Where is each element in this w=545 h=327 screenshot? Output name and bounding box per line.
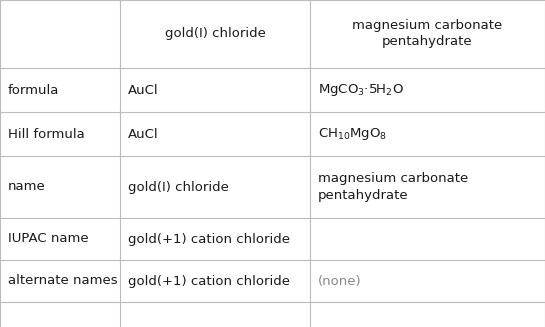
Text: formula: formula bbox=[8, 83, 59, 96]
Text: gold(I) chloride: gold(I) chloride bbox=[128, 181, 229, 194]
Text: CH$_{10}$MgO$_8$: CH$_{10}$MgO$_8$ bbox=[318, 126, 387, 142]
Text: gold(I) chloride: gold(I) chloride bbox=[165, 27, 265, 41]
Text: name: name bbox=[8, 181, 46, 194]
Text: gold(+1) cation chloride: gold(+1) cation chloride bbox=[128, 232, 290, 246]
Text: IUPAC name: IUPAC name bbox=[8, 232, 89, 246]
Text: alternate names: alternate names bbox=[8, 274, 118, 287]
Text: gold(+1) cation chloride: gold(+1) cation chloride bbox=[128, 274, 290, 287]
Text: magnesium carbonate
pentahydrate: magnesium carbonate pentahydrate bbox=[318, 172, 468, 202]
Text: MgCO$_3$·5H$_2$O: MgCO$_3$·5H$_2$O bbox=[318, 82, 404, 98]
Text: AuCl: AuCl bbox=[128, 128, 159, 141]
Text: Hill formula: Hill formula bbox=[8, 128, 85, 141]
Text: magnesium carbonate
pentahydrate: magnesium carbonate pentahydrate bbox=[353, 20, 502, 48]
Text: AuCl: AuCl bbox=[128, 83, 159, 96]
Text: (none): (none) bbox=[318, 274, 362, 287]
